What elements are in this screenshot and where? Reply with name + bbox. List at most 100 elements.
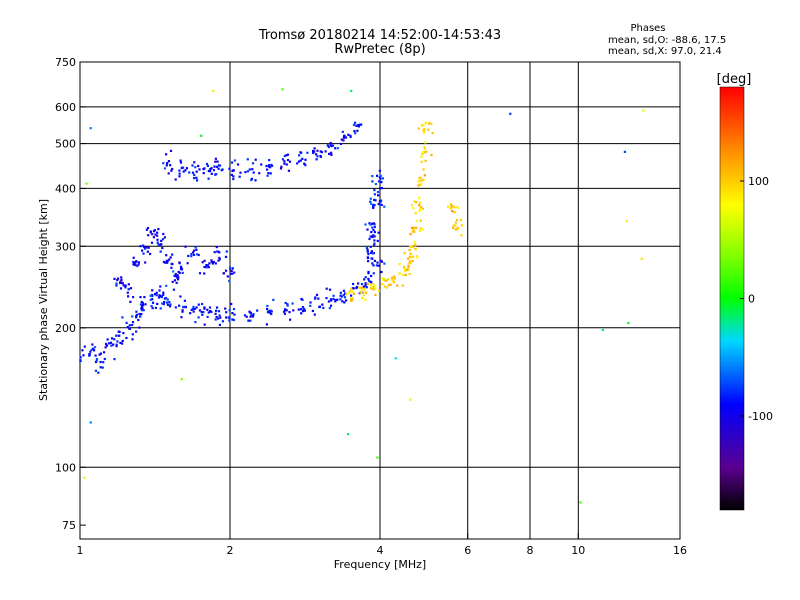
data-point [157,228,160,231]
data-point [266,311,269,314]
data-point [267,165,270,168]
data-point [162,162,165,165]
data-point [316,155,319,158]
data-point [228,266,232,269]
colorbar-ticks: -100 0 100 [740,175,773,423]
data-point [304,164,307,167]
data-point [131,338,134,341]
data-point [322,306,325,309]
data-point [185,167,188,170]
data-point [454,228,457,231]
data-point [151,298,154,301]
data-point [191,307,194,311]
data-point [408,255,411,258]
data-point [137,263,140,266]
data-point [267,172,270,175]
data-point [167,160,170,163]
data-point [374,293,377,297]
data-point [224,255,228,258]
data-point [350,294,353,297]
data-point [181,166,185,169]
y-tick-label: 200 [55,322,76,335]
data-point [455,218,459,221]
data-point [383,205,386,208]
data-point [184,245,187,248]
data-point [180,268,183,271]
data-point [373,239,376,242]
data-point [423,147,426,150]
data-point [140,313,143,316]
data-point [389,283,392,286]
data-point [341,300,344,303]
y-tick-label: 600 [55,101,76,114]
data-point [170,266,173,269]
data-point [190,308,193,311]
data-point [171,167,174,171]
data-point [318,305,321,308]
data-point [132,256,135,259]
data-point [406,268,409,271]
data-point [159,250,162,253]
data-point [369,200,372,203]
data-point [367,260,370,263]
data-point [115,345,118,348]
data-point [299,159,302,162]
data-point [117,334,120,337]
data-point [151,294,154,298]
data-point [370,257,373,260]
data-point [203,167,206,170]
stats-line-o: mean, sd,O: -88.6, 17.5 [608,35,726,46]
data-point [160,243,163,246]
data-point [203,259,206,262]
data-point [374,285,377,288]
data-point [302,309,306,312]
data-point [102,361,105,364]
data-point [412,228,415,231]
data-point [233,271,236,274]
data-point [174,306,177,309]
data-point [287,169,290,172]
data-point [151,233,154,236]
data-point [456,227,459,231]
data-point [151,307,154,310]
data-point [403,252,406,255]
data-point [207,266,210,269]
data-point [373,189,376,192]
data-point [313,313,316,316]
data-point [142,303,145,306]
data-point [127,295,130,298]
data-point [160,295,163,298]
data-point [225,250,228,253]
data-point [251,168,254,171]
data-point [347,292,351,295]
data-point [139,296,142,299]
data-point [195,248,198,251]
data-point [122,284,125,287]
data-point [344,299,348,302]
data-point [210,167,213,170]
data-point [270,310,273,313]
data-point [191,171,195,174]
data-point [350,89,353,92]
data-point [115,343,118,346]
data-point [379,174,382,177]
data-point [372,288,375,291]
data-point [392,275,395,278]
data-point [128,324,131,327]
data-point [247,319,250,322]
data-point [272,298,275,301]
data-point [627,321,630,325]
data-point [168,301,171,304]
data-point [206,264,209,267]
data-point [365,291,368,294]
data-point [193,173,196,176]
chart-title: Tromsø 20180214 14:52:00-14:53:43 [258,28,501,43]
data-point [369,202,373,205]
data-point [95,358,99,361]
data-point [105,343,108,346]
data-point [411,259,414,263]
data-point [197,253,200,257]
data-point [372,283,375,286]
data-point [89,127,92,130]
data-point [285,309,288,312]
